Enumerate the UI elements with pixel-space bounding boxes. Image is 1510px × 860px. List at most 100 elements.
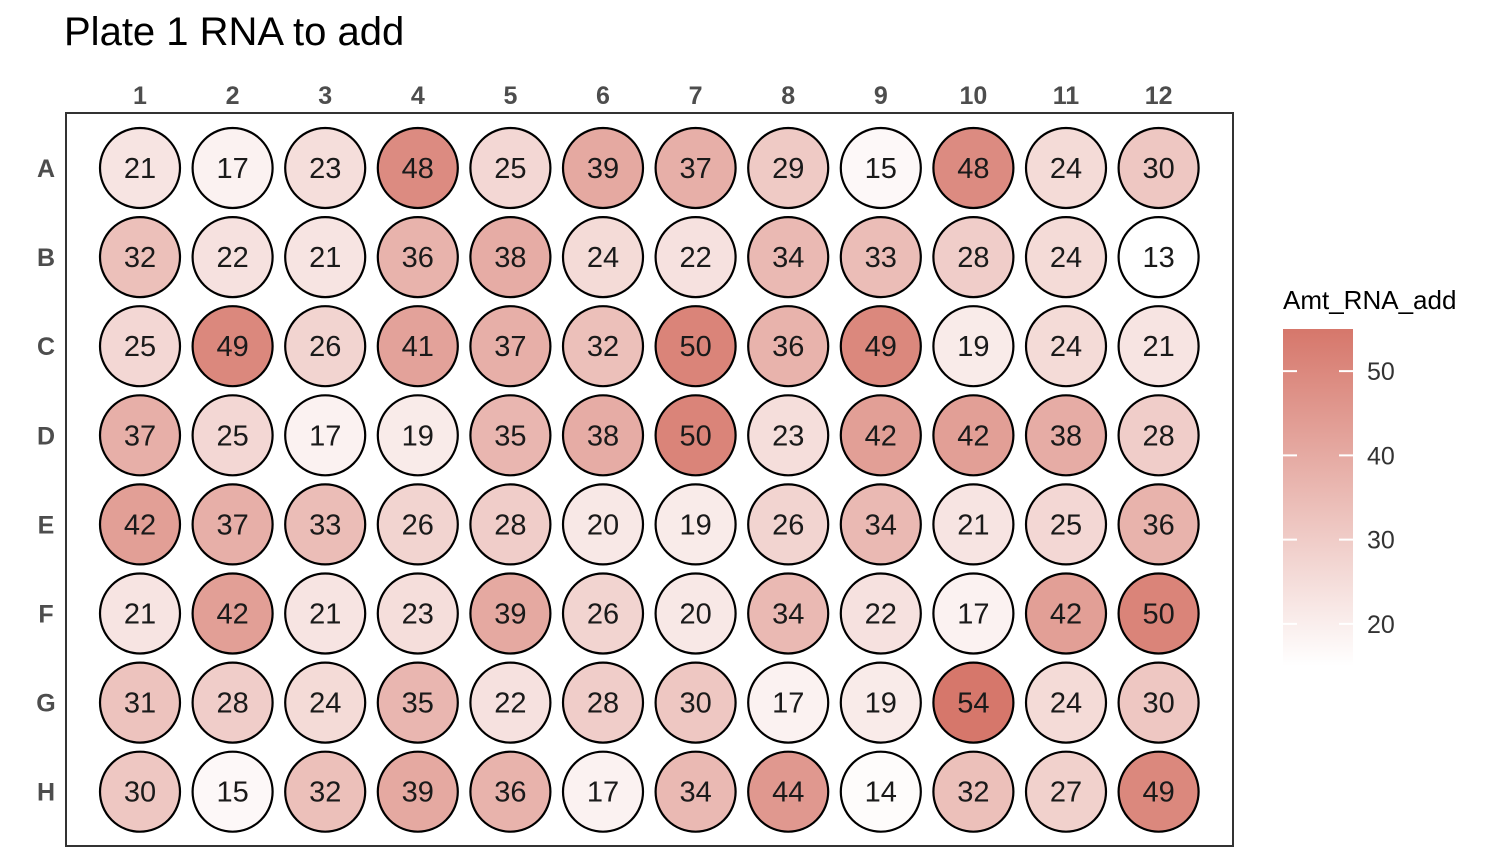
well-B10	[932, 216, 1015, 299]
well-D12	[1117, 394, 1200, 477]
well-F6	[561, 572, 645, 655]
well-value-E6: 20	[587, 509, 619, 541]
well-value-B6: 24	[587, 242, 619, 274]
legend-tick-label-30: 30	[1367, 527, 1395, 555]
well-value-F1: 21	[124, 599, 156, 631]
well-value-H7: 34	[679, 777, 711, 809]
well-value-H9: 14	[865, 777, 897, 809]
well-value-E11: 25	[1050, 509, 1082, 541]
well-D8	[747, 394, 830, 477]
well-G10	[932, 661, 1015, 744]
well-value-F8: 34	[772, 599, 804, 631]
column-label-4: 4	[411, 82, 425, 110]
well-A8	[747, 126, 830, 210]
well-C4	[376, 305, 459, 388]
well-D3	[284, 394, 367, 477]
well-value-H5: 36	[494, 777, 526, 809]
legend-title: Amt_RNA_add	[1283, 285, 1456, 315]
well-G5	[469, 661, 552, 744]
well-B1	[98, 216, 182, 299]
well-E6	[561, 483, 645, 566]
row-label-A: A	[37, 155, 55, 183]
well-value-D4: 19	[402, 420, 434, 452]
well-value-A3: 23	[309, 153, 341, 185]
column-label-10: 10	[959, 82, 987, 110]
well-value-E12: 36	[1142, 509, 1174, 541]
well-value-H11: 27	[1050, 777, 1082, 809]
well-E11	[1024, 483, 1108, 566]
well-value-G3: 24	[309, 688, 341, 720]
row-label-H: H	[37, 779, 55, 807]
well-value-H12: 49	[1142, 777, 1174, 809]
well-value-A6: 39	[587, 153, 619, 185]
well-G12	[1117, 661, 1200, 744]
well-G7	[654, 661, 737, 744]
well-A10	[932, 126, 1015, 210]
well-value-F9: 22	[865, 599, 897, 631]
well-F1	[98, 572, 182, 655]
well-C3	[284, 305, 367, 388]
well-value-B12: 13	[1142, 242, 1174, 274]
well-D9	[839, 394, 922, 477]
well-value-F11: 42	[1050, 599, 1082, 631]
well-value-G8: 17	[772, 688, 804, 720]
well-G3	[284, 661, 367, 744]
well-value-H1: 30	[124, 777, 156, 809]
well-E1	[98, 483, 182, 566]
well-value-D12: 28	[1142, 420, 1174, 452]
column-label-3: 3	[318, 82, 332, 110]
well-value-C10: 19	[957, 331, 989, 363]
well-value-G7: 30	[679, 688, 711, 720]
well-value-B9: 33	[865, 242, 897, 274]
well-H3	[284, 750, 367, 833]
well-value-F12: 50	[1142, 599, 1174, 631]
well-value-G2: 28	[216, 688, 248, 720]
well-H10	[932, 750, 1015, 833]
well-value-D8: 23	[772, 420, 804, 452]
well-value-C7: 50	[679, 331, 711, 363]
row-label-C: C	[37, 333, 55, 361]
well-value-F5: 39	[494, 599, 526, 631]
well-B4	[376, 216, 459, 299]
well-G9	[839, 661, 922, 744]
column-label-11: 11	[1053, 82, 1080, 110]
well-G8	[747, 661, 830, 744]
well-D10	[932, 394, 1015, 477]
row-label-D: D	[37, 422, 55, 450]
well-value-H3: 32	[309, 777, 341, 809]
column-labels: 1 2 3 4 5 6 7 8 9 10 11 12	[133, 82, 1172, 110]
well-H2	[191, 750, 274, 833]
well-value-B7: 22	[679, 242, 711, 274]
column-label-5: 5	[503, 82, 517, 110]
well-value-E7: 19	[679, 509, 711, 541]
well-E8	[747, 483, 830, 566]
well-E10	[932, 483, 1015, 566]
well-E7	[654, 483, 737, 566]
well-C8	[747, 305, 830, 388]
well-value-E2: 37	[216, 509, 248, 541]
well-H7	[654, 750, 737, 833]
well-value-D6: 38	[587, 420, 619, 452]
well-value-G12: 30	[1142, 688, 1174, 720]
well-C12	[1117, 305, 1200, 388]
well-value-D5: 35	[494, 420, 526, 452]
column-label-12: 12	[1145, 82, 1173, 110]
well-value-H10: 32	[957, 777, 989, 809]
well-value-F6: 26	[587, 599, 619, 631]
well-value-A4: 48	[402, 153, 434, 185]
column-label-2: 2	[226, 82, 240, 110]
well-G11	[1024, 661, 1108, 744]
well-D11	[1024, 394, 1108, 477]
well-C6	[561, 305, 645, 388]
well-value-A2: 17	[216, 153, 248, 185]
well-value-E3: 33	[309, 509, 341, 541]
well-value-F4: 23	[402, 599, 434, 631]
well-H8	[747, 750, 830, 833]
well-value-G9: 19	[865, 688, 897, 720]
well-value-A11: 24	[1050, 153, 1082, 185]
well-value-G11: 24	[1050, 688, 1082, 720]
well-value-C4: 41	[402, 331, 434, 363]
well-D2	[191, 394, 274, 477]
well-F5	[469, 572, 552, 655]
